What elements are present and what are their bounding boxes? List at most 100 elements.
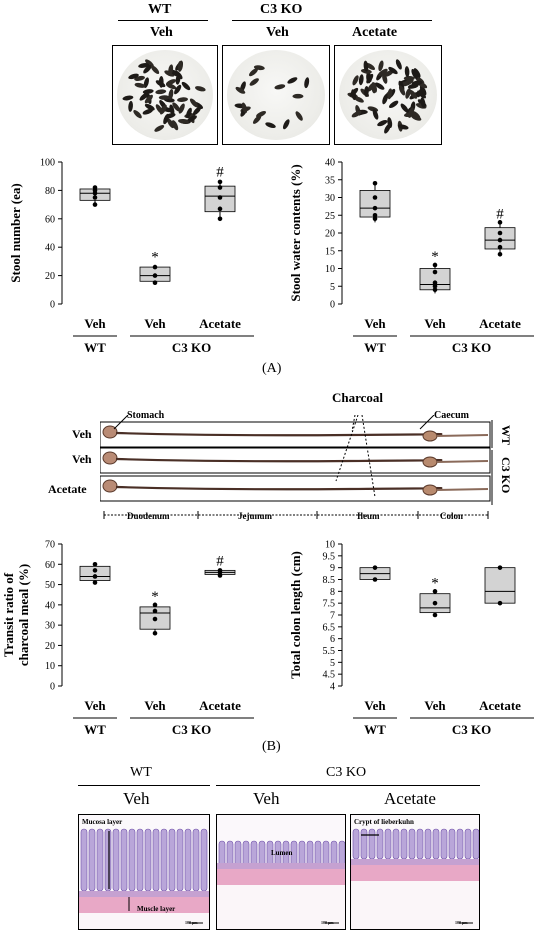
data-point: [497, 220, 503, 225]
data-point: [92, 202, 98, 207]
data-point: [152, 630, 158, 636]
lumen-bg: [351, 881, 479, 929]
stool-pellet: [186, 107, 192, 119]
data-point: [497, 252, 503, 257]
panel-c-wt-underline: [78, 785, 210, 786]
crypt-label: Crypt of lieberkuhn: [354, 818, 414, 826]
panel-a-label: (A): [262, 361, 282, 376]
stool-pellet: [192, 106, 202, 116]
category-label: Veh: [364, 698, 386, 713]
submucosa-band: [217, 863, 345, 869]
crypt-column: [440, 828, 448, 860]
stool-pellet: [411, 80, 423, 86]
data-point: [432, 589, 438, 594]
significance-mark: *: [431, 575, 439, 591]
data-point: [372, 565, 378, 570]
stool-pellet: [167, 118, 175, 129]
muscle-band: [217, 869, 345, 885]
stool-pellet: [366, 72, 371, 84]
data-point: [432, 280, 438, 285]
stool-pellet: [378, 60, 384, 72]
crypt-column: [112, 828, 120, 892]
stool-pellet: [378, 68, 388, 77]
stool-pellet: [409, 89, 418, 99]
y-tick-label: 40: [45, 600, 55, 611]
stool-pellet: [398, 85, 406, 96]
stool-pellet: [388, 66, 398, 75]
caecum-label: Caecum: [434, 410, 469, 421]
data-point: [432, 283, 438, 289]
y-tick-label: 60: [45, 560, 55, 571]
crypt-column: [368, 828, 376, 860]
y-tick-label: 100: [40, 158, 55, 169]
stool-pellet: [249, 68, 258, 77]
y-axis-label: Total colon length (cm): [288, 551, 303, 679]
stool-pellet: [128, 73, 139, 80]
muscle-band: [79, 897, 209, 913]
stool-pellet: [172, 102, 181, 112]
category-label: Veh: [424, 698, 446, 713]
caecum-shape: [422, 484, 438, 496]
y-tick-label: 20: [45, 271, 55, 282]
group-label: C3 KO: [172, 340, 211, 355]
data-point: [92, 580, 98, 585]
stool-pellet: [407, 107, 414, 118]
stool-pellet: [235, 86, 246, 94]
crypt-column: [168, 828, 176, 892]
segment-jejunum: Jejunum: [238, 511, 273, 521]
stool-pellet: [403, 79, 414, 86]
y-tick-label: 9: [330, 563, 335, 574]
data-point: [152, 264, 158, 270]
stool-pellet: [358, 74, 364, 86]
category-label: Acetate: [479, 316, 521, 331]
significance-mark: #: [216, 553, 224, 569]
data-point: [432, 262, 438, 268]
data-point: [152, 616, 158, 622]
data-point: [152, 280, 158, 285]
y-tick-label: 30: [45, 621, 55, 632]
stool-pellet: [387, 88, 393, 100]
stool-pellet: [364, 85, 369, 97]
significance-mark: *: [151, 250, 159, 266]
crypt-column: [464, 828, 472, 860]
histo-label-c3ko-veh: Veh: [253, 789, 280, 808]
stool-pellet: [397, 124, 409, 130]
charcoal-arrow: [335, 415, 359, 482]
y-tick-label: 80: [45, 186, 55, 197]
intestine-strips: [100, 415, 493, 519]
data-point: [217, 568, 223, 573]
data-point: [92, 561, 98, 567]
stool-pellet: [168, 64, 174, 76]
panel-a-c3ko-header: C3 KO: [260, 2, 303, 17]
stool-pellet: [155, 89, 167, 95]
panel-c-wt-header: WT: [130, 765, 152, 780]
crypt-column: [376, 828, 384, 860]
crypt-column: [360, 828, 368, 860]
data-point: [92, 568, 98, 573]
stool-pellet: [282, 119, 290, 130]
data-point: [92, 195, 98, 200]
stool-pellet: [134, 82, 146, 88]
crypt-column: [384, 828, 392, 860]
crypt-column: [136, 828, 144, 892]
stomach-shape: [102, 451, 118, 465]
crypt-column: [192, 828, 200, 892]
stool-pellet: [181, 81, 191, 91]
stool-number-chart: 0 20 40 60 80 100 Stool number (ea) * # Veh Veh Ace…: [8, 158, 254, 355]
panel-a-wt-header: WT: [148, 2, 172, 17]
y-tick-label: 8.5: [323, 575, 336, 586]
lumen-label: Lumen: [271, 849, 293, 857]
y-tick-label: 9.5: [323, 551, 336, 562]
crypt-column: [144, 828, 152, 892]
data-point: [432, 612, 438, 618]
data-point: [152, 608, 158, 614]
stool-pellet: [377, 120, 388, 127]
colon-path: [436, 460, 489, 463]
crypt-column: [432, 828, 440, 860]
caecum-shape: [422, 430, 438, 442]
stool-pellet: [363, 60, 369, 72]
group-label: WT: [84, 722, 106, 737]
stool-pellet: [174, 70, 183, 80]
crypt-column: [120, 828, 128, 892]
crypt-column: [352, 828, 360, 860]
